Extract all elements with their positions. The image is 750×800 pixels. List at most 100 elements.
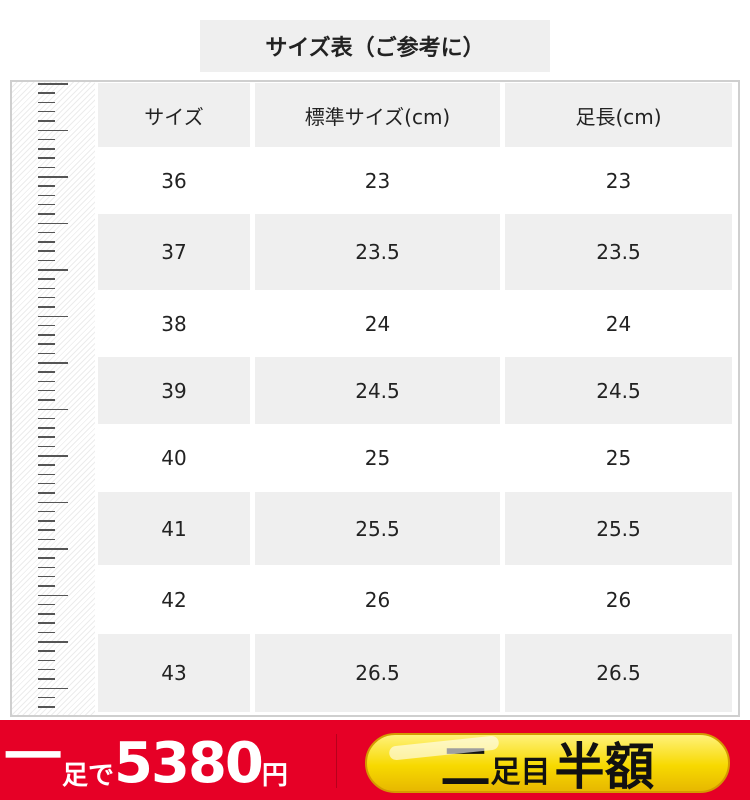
table-cell: 23 (364, 169, 391, 193)
ruler-tick (38, 389, 55, 392)
ruler-tick (38, 659, 55, 662)
ruler-tick (38, 241, 55, 243)
table-cell: 43 (98, 634, 250, 712)
table-header-cell: 標準サイズ(cm) (255, 83, 500, 147)
ruler-tick (38, 492, 55, 494)
ruler-tick (38, 650, 55, 652)
ruler-tick (38, 129, 68, 131)
table-cell: 24.5 (255, 357, 500, 424)
ruler-tick (38, 287, 55, 290)
ruler-tick (38, 529, 55, 531)
ruler-tick (38, 622, 55, 624)
ruler-tick (38, 324, 55, 327)
table-cell: 25 (605, 446, 632, 470)
table-cell: 37 (98, 214, 250, 290)
ruler-tick (38, 455, 68, 457)
ruler-tick (38, 185, 55, 187)
ruler-tick (38, 83, 68, 85)
ruler-tick (38, 213, 55, 215)
price-promo: 一 足で 5380 円 (4, 720, 288, 800)
promo-one: 一 (4, 723, 63, 791)
ruler-tick (38, 380, 55, 383)
ruler-tick (38, 315, 68, 317)
ruler-tick (38, 176, 68, 178)
ruler-tick (38, 445, 55, 448)
ruler-tick (38, 92, 55, 94)
ruler-tick (38, 706, 55, 708)
size-chart-title: サイズ表（ご参考に） (200, 20, 550, 72)
table-cell: 26 (605, 587, 632, 612)
ruler-tick (38, 585, 55, 587)
ruler-tick (38, 548, 68, 550)
promo-banner: 一 足で 5380 円 二 足目 半額 (0, 720, 750, 800)
ruler-tick (38, 203, 55, 206)
ruler-tick (38, 668, 55, 671)
ruler-tick (38, 464, 55, 466)
ruler-tick (38, 696, 55, 699)
ruler-tick (38, 473, 55, 476)
ruler-tick (38, 678, 55, 680)
ruler-tick (38, 510, 55, 513)
ruler-tick (38, 399, 55, 401)
ruler-tick (38, 641, 68, 643)
table-cell: 26.5 (255, 634, 500, 712)
table-cell: 23.5 (255, 214, 500, 290)
table-cell: 41 (98, 492, 250, 565)
table-header-cell: サイズ (98, 83, 250, 147)
ruler-tick (38, 269, 68, 271)
ruler-tick (38, 427, 55, 429)
size-table-frame (10, 80, 740, 717)
table-cell: 25 (364, 446, 391, 470)
promo-yen: 円 (261, 761, 288, 791)
table-cell: 24.5 (505, 357, 732, 424)
ruler-tick (38, 594, 68, 596)
table-cell: 38 (161, 311, 187, 336)
ruler-tick (38, 417, 55, 420)
badge-half-price: 半額 (554, 738, 655, 796)
ruler-tick (38, 334, 55, 336)
table-cell: 23 (605, 169, 632, 193)
ruler-tick (38, 557, 55, 559)
table-header-cell: 足長(cm) (505, 83, 732, 147)
table-cell: 26.5 (505, 634, 732, 712)
ruler-tick (38, 408, 68, 410)
ruler-tick (38, 343, 55, 345)
ruler-tick (38, 259, 55, 262)
ruler-tick (38, 631, 55, 634)
ruler-tick (38, 362, 68, 364)
ruler-tick (38, 138, 55, 141)
table-cell: 24 (364, 311, 391, 336)
badge-foot-text: 足目 (490, 755, 551, 790)
ruler-tick (38, 575, 55, 578)
ruler-tick (38, 352, 55, 355)
ruler-tick (38, 110, 55, 113)
ruler-tick (38, 436, 55, 438)
ruler-tick (38, 371, 55, 373)
ruler-tick (38, 120, 55, 122)
table-cell: 24 (605, 311, 632, 336)
ruler-tick (38, 566, 55, 569)
ruler-tick (38, 278, 55, 280)
ruler-tick (38, 482, 55, 485)
second-pair-half-price-badge: 二 足目 半額 (365, 733, 730, 796)
ruler-tick (38, 520, 55, 522)
table-cell: 23.5 (505, 214, 732, 290)
ruler-decoration (12, 82, 95, 715)
ruler-tick (38, 148, 55, 150)
ruler-tick (38, 501, 68, 503)
table-cell: 25.5 (505, 492, 732, 565)
table-cell: 42 (161, 587, 187, 612)
ruler-tick (38, 194, 55, 197)
ruler-tick (38, 157, 55, 159)
ruler-tick (38, 166, 55, 169)
table-cell: 39 (98, 357, 250, 424)
banner-divider (336, 734, 337, 788)
table-cell: 36 (161, 169, 187, 193)
ruler-tick (38, 613, 55, 615)
ruler-tick (38, 222, 68, 224)
table-cell: 26 (364, 587, 391, 612)
ruler-tick (38, 296, 55, 299)
table-cell: 25.5 (255, 492, 500, 565)
ruler-tick (38, 306, 55, 308)
ruler-tick (38, 250, 55, 252)
